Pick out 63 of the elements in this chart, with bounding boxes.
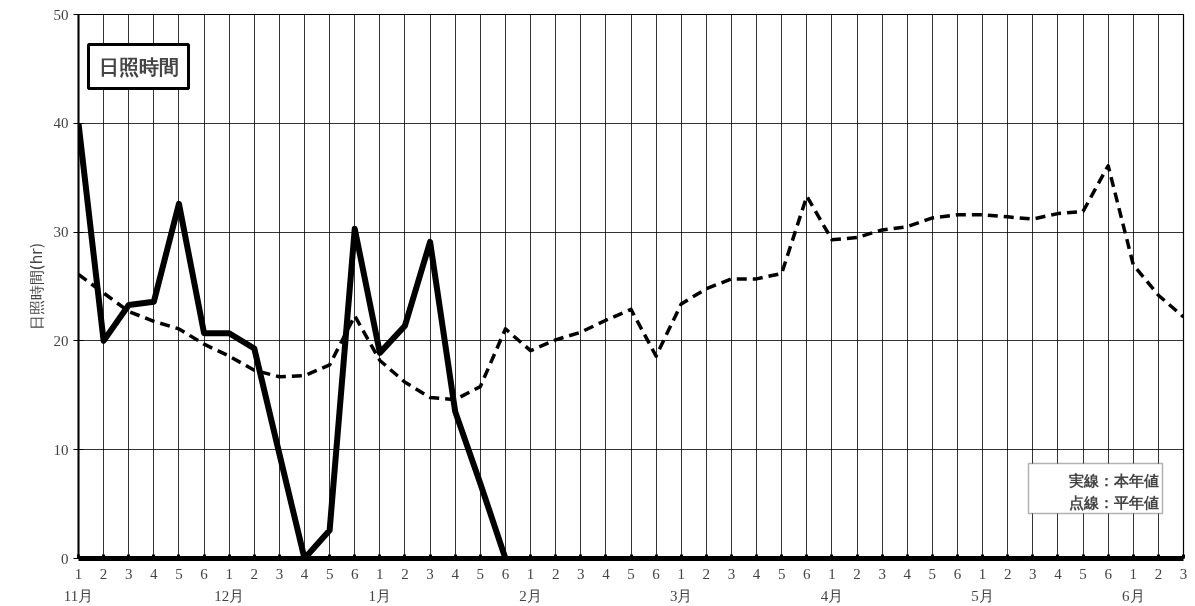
text: 4月 xyxy=(820,587,844,604)
x-tick-label: 1 xyxy=(1129,565,1138,582)
x-tick-label: 6 xyxy=(803,565,812,582)
x-tick-label: 4 xyxy=(903,565,912,582)
text: 12月 xyxy=(214,587,245,604)
x-tick-label: 6 xyxy=(351,565,359,582)
x-tick-label: 3 xyxy=(577,565,585,582)
x-tick-label: 1 xyxy=(74,565,83,582)
x-tick-label: 5 xyxy=(476,565,485,582)
x-tick-label: 2 xyxy=(401,565,409,582)
x-tick-label: 6 xyxy=(1104,565,1113,582)
y-axis-title: 日照時間(hr) xyxy=(27,242,46,331)
annotation: 実線：本年値 xyxy=(1067,471,1159,490)
x-tick-label: 1 xyxy=(828,565,836,582)
y-tick-label: 0 xyxy=(61,550,69,567)
x-tick-label: 1 xyxy=(978,565,987,582)
text: 3月 xyxy=(669,587,693,604)
x-tick-label: 6 xyxy=(652,565,661,582)
x-tick-label: 3 xyxy=(727,565,736,582)
y-tick-label: 20 xyxy=(53,332,69,349)
x-tick-label: 5 xyxy=(1079,565,1087,582)
text: 2月 xyxy=(519,587,542,604)
x-tick-label: 1 xyxy=(677,565,685,582)
x-tick-label: 1 xyxy=(376,565,384,582)
x-tick-label: 5 xyxy=(928,565,937,582)
x-tick-label: 4 xyxy=(752,565,761,582)
x-tick-label: 3 xyxy=(878,565,886,582)
x-tick-label: 4 xyxy=(1054,565,1063,582)
x-tick-label: 5 xyxy=(777,565,786,582)
x-tick-label: 4 xyxy=(150,565,159,582)
x-tick-label: 2 xyxy=(853,565,861,582)
x-tick-label: 5 xyxy=(627,565,635,582)
text: 6月 xyxy=(1122,587,1145,604)
x-tick-label: 2 xyxy=(1003,565,1012,582)
x-tick-label: 2 xyxy=(551,565,560,582)
x-tick-label: 3 xyxy=(1029,565,1037,582)
text: 11月 xyxy=(63,587,94,604)
x-tick-label: 5 xyxy=(175,565,183,582)
x-tick-label: 2 xyxy=(702,565,711,582)
x-tick-label: 5 xyxy=(325,565,334,582)
text: 1月 xyxy=(368,587,392,604)
x-tick-label: 4 xyxy=(602,565,611,582)
y-tick-label: 30 xyxy=(53,224,69,241)
y-tick-label: 50 xyxy=(53,6,69,23)
text: 日照時間 xyxy=(98,54,179,79)
x-tick-label: 2 xyxy=(250,565,259,582)
x-tick-label: 2 xyxy=(99,565,108,582)
x-tick-label: 3 xyxy=(275,565,284,582)
x-tick-label: 4 xyxy=(300,565,309,582)
x-tick-label: 6 xyxy=(200,565,209,582)
x-tick-label: 4 xyxy=(451,565,460,582)
x-tick-label: 1 xyxy=(225,565,233,582)
x-tick-label: 6 xyxy=(501,565,510,582)
text: 5月 xyxy=(971,587,994,604)
annotation: 点線：平年値 xyxy=(1068,493,1159,512)
y-tick-label: 10 xyxy=(53,441,69,458)
x-tick-label: 3 xyxy=(1179,565,1188,582)
x-tick-label: 3 xyxy=(426,565,434,582)
x-tick-label: 3 xyxy=(124,565,133,582)
x-tick-label: 2 xyxy=(1154,565,1163,582)
y-tick-label: 40 xyxy=(53,115,69,132)
x-tick-label: 1 xyxy=(526,565,535,582)
x-tick-label: 6 xyxy=(953,565,962,582)
